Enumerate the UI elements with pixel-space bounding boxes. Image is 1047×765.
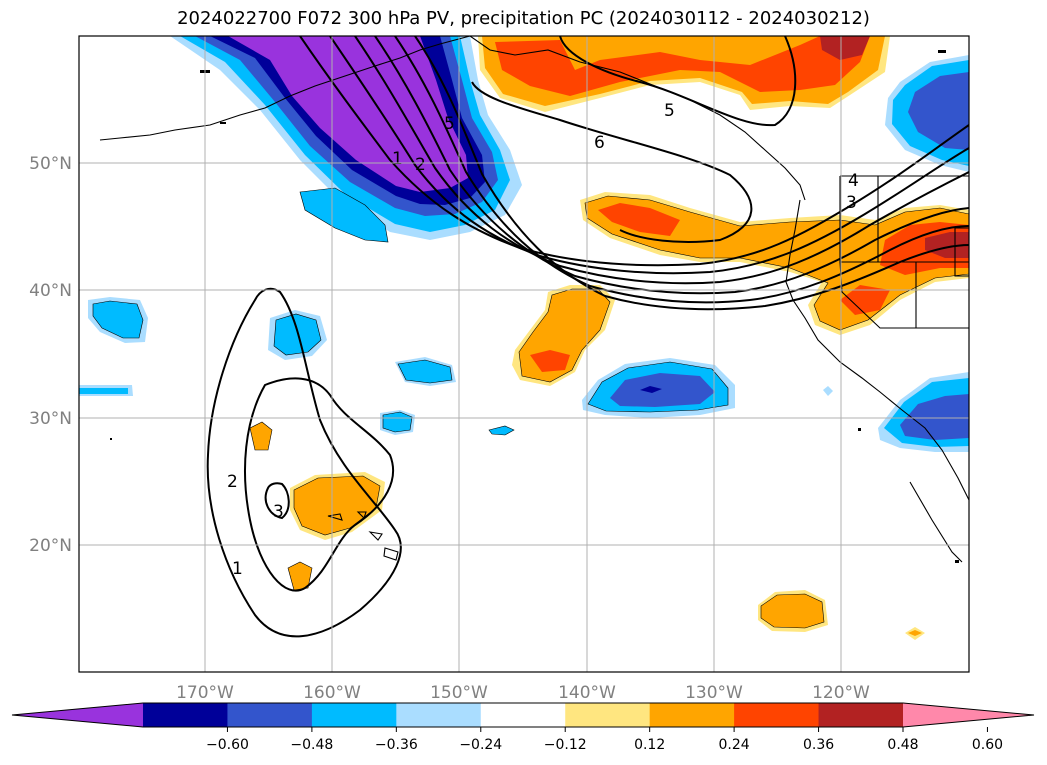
contour-label: 2 [227,472,238,492]
contour-labels: 5 1 2 6 5 4 3 2 3 1 [227,101,859,579]
colorbar-tick-label: 0.24 [719,737,750,753]
colorbar-segment [818,703,904,727]
contour-label: 5 [664,101,675,121]
negative-anomaly-small [299,187,389,243]
graticule [79,36,969,672]
negative-anomaly-southeast [878,372,969,452]
contour-label: 3 [846,193,857,213]
lat-label: 40°N [29,281,72,301]
colorbar-tick-label: −0.36 [375,737,418,753]
lat-label: 20°N [29,536,72,556]
colorbar-tick-label: 0.36 [803,737,834,753]
lon-label: 170°W [176,683,234,703]
colorbar-segment [649,703,735,727]
colorbar-segment [396,703,482,727]
colorbar-segment [311,703,397,727]
colorbar-segment [565,703,651,727]
lat-label: 50°N [29,154,72,174]
colorbar-extend-max [903,703,1034,727]
contour-label: 4 [848,171,859,191]
colorbar-segment [143,703,228,727]
contour-label: 5 [444,114,455,134]
colorbar-tick-label: 0.48 [887,737,918,753]
longitude-labels: 170°W 160°W 150°W 140°W 130°W 120°W [176,683,870,703]
colorbar-segment [227,703,313,727]
positive-anomaly-north [478,36,890,112]
contour-label: 1 [392,149,403,169]
contour-label: 1 [232,559,243,579]
colorbar-tick-label: 0.12 [634,737,665,753]
colorbar-segment [734,703,820,727]
colorbar-tick-label: −0.60 [206,737,249,753]
colorbar-outline [11,702,1035,728]
colorbar-tick-label: −0.12 [544,737,587,753]
map-title: 2024022700 F072 300 hPa PV, precipitatio… [177,8,870,29]
colorbar-tick-label: −0.24 [459,737,502,753]
contour-label: 3 [273,502,284,522]
lon-label: 140°W [558,683,616,703]
colorbar-extend-min [12,703,143,727]
map-area: 5 1 2 6 5 4 3 2 3 1 [79,36,969,672]
contour-label: 2 [415,155,426,175]
lon-label: 150°W [430,683,488,703]
lon-label: 120°W [812,683,870,703]
latitude-labels: 50°N 40°N 30°N 20°N [29,154,72,556]
lat-label: 30°N [29,409,72,429]
negative-anomaly-central-pacific [582,358,735,418]
lon-label: 130°W [685,683,743,703]
colorbar-segment [480,703,566,727]
lon-label: 160°W [303,683,361,703]
colorbar-tick-label: −0.48 [290,737,333,753]
positive-anomaly-hawaii [290,472,385,540]
colorbar: −0.60 −0.48 −0.36 −0.24 −0.12 0.12 0.24 0.36 0.4… [11,702,1035,753]
contour-label: 6 [594,133,605,153]
pv-contours [206,36,969,638]
colorbar-tick-label: 0.60 [972,737,1003,753]
map-frame [78,35,970,673]
